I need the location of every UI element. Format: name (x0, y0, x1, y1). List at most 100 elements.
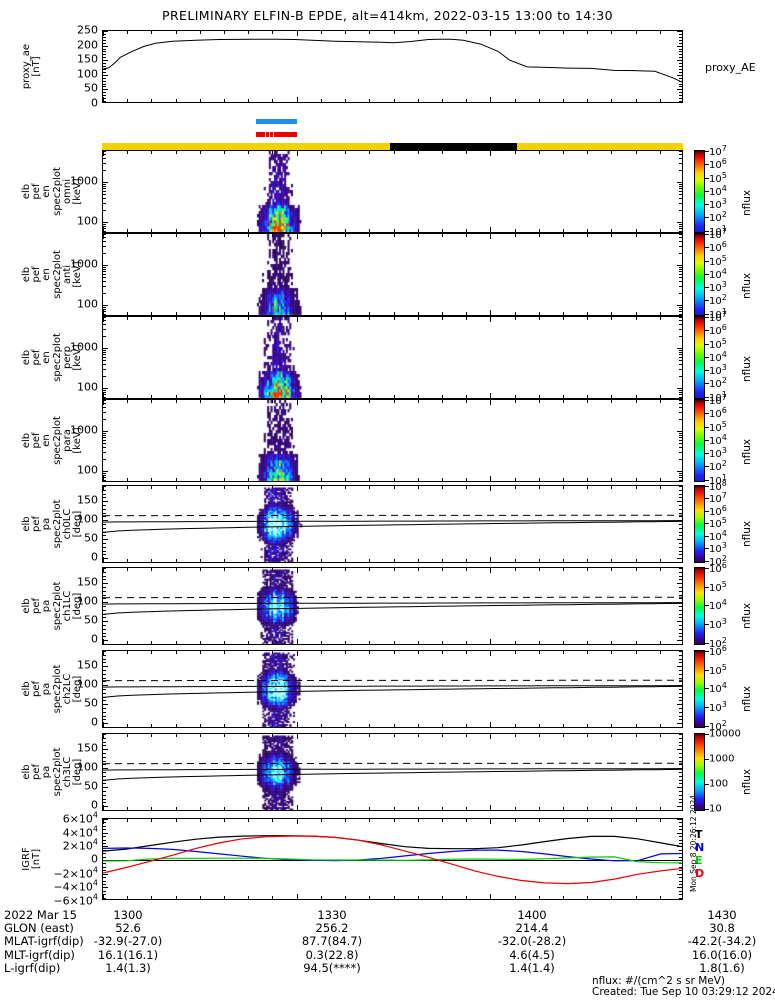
y-tick-minor (679, 829, 682, 831)
colorbar-tick-label: 105 (709, 419, 727, 434)
colorbar-tick-label: 107 (709, 392, 727, 408)
colorbar-tick (705, 400, 709, 401)
x-tick (175, 819, 177, 822)
colorbar-tick-label: 107 (709, 143, 727, 159)
loss-cone-dashed (103, 596, 682, 599)
y-tick-label: 4×104 (62, 824, 98, 839)
x-tick (320, 819, 322, 822)
colorbar-tick (705, 356, 709, 358)
x-tick (320, 896, 322, 899)
x-tick (369, 896, 371, 899)
y-tick-minor (103, 68, 106, 70)
y-tick-label: 0 (91, 550, 98, 564)
loss-cone-dashed (103, 762, 682, 765)
x-tick (659, 31, 661, 34)
y-tick-minor (679, 877, 682, 879)
y-tick-minor (679, 810, 682, 811)
colorbar-tick (705, 734, 709, 735)
y-tick-minor (679, 39, 682, 41)
spectrogram-image (103, 734, 682, 810)
axis-title-line: [nT] (31, 56, 43, 77)
loss-cone-dashed (103, 679, 682, 682)
colorbar-tick (705, 426, 709, 428)
y-tick-label: −4×104 (53, 879, 98, 894)
table-row-label: GLON (east) (4, 921, 74, 936)
panel-en-anti (102, 233, 683, 316)
y-tick-minor (679, 849, 682, 851)
colorbar-tick (705, 234, 709, 235)
table-row-label: L-igrf(dip) (4, 960, 61, 975)
x-tick (466, 99, 468, 102)
spectrogram-image (103, 568, 682, 644)
colorbar (694, 316, 705, 399)
red-interval-bar (255, 132, 297, 137)
colorbar-tick (705, 217, 709, 219)
x-tick (151, 896, 153, 899)
x-tick (369, 31, 371, 34)
axis-title-line: [nT] (31, 848, 43, 870)
x-tick (635, 99, 637, 102)
y-tick-minor (679, 77, 682, 79)
axis-title-line: en (41, 185, 53, 198)
colorbar (694, 233, 705, 316)
x-tick (199, 99, 201, 102)
y-tick-label: 50 (84, 81, 98, 95)
x-tick (272, 99, 274, 102)
axis-title-line: [keV] (72, 261, 83, 288)
x-tick (248, 31, 250, 34)
axis-title-line: [keV] (72, 344, 83, 371)
y-tick-minor (679, 870, 682, 872)
y-tick-minor (103, 829, 106, 831)
y-tick (103, 873, 108, 875)
x-tick (538, 31, 540, 34)
x-tick (393, 99, 395, 102)
table-cell: 1.4(1.3) (105, 960, 151, 975)
x-axis-time-label: 1430 (707, 908, 737, 922)
y-tick-label: 150 (77, 493, 98, 507)
colorbar-tick (705, 164, 709, 166)
y-tick-minor (103, 842, 106, 844)
y-tick-minor (103, 897, 106, 899)
footer-nflux-units: nflux: #/(cm^2 s sr MeV) (592, 975, 725, 987)
y-tick-minor (103, 45, 106, 47)
y-tick-minor (679, 74, 682, 76)
colorbar-tick-label: 103 (709, 279, 727, 295)
x-tick (635, 31, 637, 34)
colorbar-tick (705, 535, 709, 537)
y-tick-minor (679, 842, 682, 844)
colorbar-tick (705, 273, 709, 275)
y-tick-minor (103, 822, 106, 824)
y-tick-minor (679, 562, 682, 563)
colorbar-tick-label: 105 (709, 170, 727, 185)
colorbar-tick (705, 247, 709, 249)
colorbar-tick (705, 808, 709, 810)
y-tick-minor (103, 92, 106, 94)
colorbar-tick (705, 758, 709, 760)
x-tick (490, 31, 492, 36)
colorbar-tick-label: 106 (709, 406, 727, 421)
table-cell: -32.9(-27.0) (93, 934, 163, 949)
x-tick (103, 97, 104, 102)
colorbar-tick (705, 707, 709, 709)
y-tick-minor (679, 71, 682, 73)
x-tick (587, 31, 589, 34)
x-tick (320, 99, 322, 102)
colorbar-tick-label: 100 (709, 778, 729, 790)
x-tick (320, 31, 322, 34)
x-tick (127, 896, 129, 899)
colorbar-tick-label: 10 (709, 803, 722, 815)
y-tick-label: 0 (91, 715, 98, 729)
x-tick (103, 31, 104, 36)
colorbar-unit-label: nflux (741, 769, 753, 796)
colorbar-tick-label: 102 (709, 718, 727, 734)
colorbar-tick (705, 343, 709, 345)
status-bar-segment (517, 143, 683, 150)
x-tick (224, 31, 226, 34)
y-tick-label: 0 (91, 852, 98, 866)
x-tick (611, 819, 613, 822)
colorbar-tick (705, 330, 709, 332)
y-tick-label: 6×104 (62, 810, 98, 826)
series-line (103, 847, 682, 862)
y-tick-minor (679, 68, 682, 70)
x-tick (296, 31, 298, 36)
